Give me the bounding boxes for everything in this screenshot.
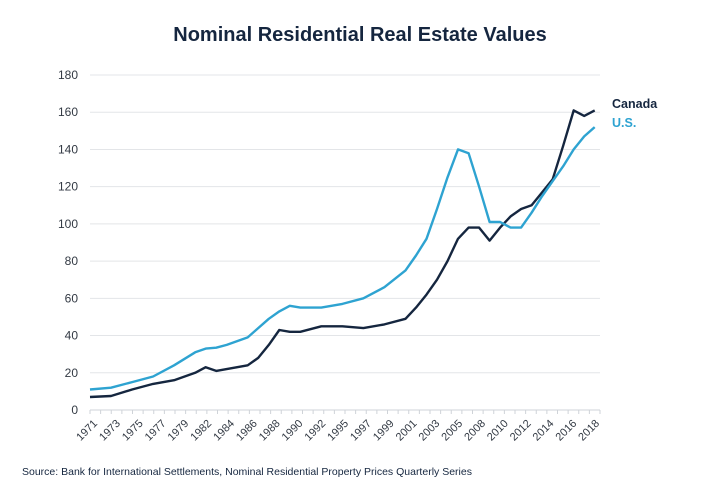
legend-label: Canada — [612, 97, 658, 111]
series-line-us — [89, 126, 596, 391]
x-tick-label: 1971 — [74, 418, 100, 444]
x-axis: 1971197319751977197919821984198619881990… — [74, 410, 602, 443]
x-tick-label: 2014 — [531, 418, 557, 444]
x-tick-label: 2012 — [508, 418, 534, 444]
legend-label: U.S. — [612, 116, 636, 130]
x-tick-label: 1986 — [234, 418, 260, 444]
x-tick-label: 1990 — [280, 418, 306, 444]
series-lines — [89, 109, 596, 399]
x-tick-label: 2001 — [394, 418, 420, 444]
y-tick-label: 20 — [65, 366, 79, 380]
y-tick-label: 160 — [58, 105, 78, 119]
x-tick-label: 1988 — [257, 418, 283, 444]
x-tick-label: 2018 — [576, 418, 602, 444]
x-tick-label: 1977 — [143, 418, 169, 444]
x-tick-label: 2008 — [462, 418, 488, 444]
x-tick-label: 1992 — [303, 418, 329, 444]
y-tick-label: 100 — [58, 217, 78, 231]
gridlines — [90, 74, 600, 411]
x-tick-label: 1982 — [188, 418, 214, 444]
x-tick-label: 1975 — [120, 418, 146, 444]
chart-title: Nominal Residential Real Estate Values — [173, 24, 547, 46]
x-tick-label: 1984 — [211, 418, 237, 444]
x-tick-label: 1979 — [166, 418, 192, 444]
x-tick-label: 1997 — [348, 418, 374, 444]
x-tick-label: 2005 — [439, 418, 465, 444]
x-tick-label: 2003 — [417, 418, 443, 444]
source-note: Source: Bank for International Settlemen… — [22, 466, 472, 478]
series-line-canada — [89, 109, 596, 399]
y-tick-label: 80 — [65, 254, 79, 268]
y-tick-label: 140 — [58, 142, 78, 156]
legend: Canada U.S. — [612, 97, 658, 130]
y-tick-label: 180 — [58, 68, 78, 82]
y-tick-label: 60 — [65, 291, 79, 305]
x-tick-label: 2010 — [485, 418, 511, 444]
y-tick-label: 40 — [65, 329, 79, 343]
x-tick-label: 1973 — [97, 418, 123, 444]
y-tick-label: 0 — [71, 403, 78, 417]
x-tick-label: 1995 — [325, 418, 351, 444]
x-tick-label: 2016 — [554, 418, 580, 444]
x-tick-label: 1999 — [371, 418, 397, 444]
y-tick-label: 120 — [58, 180, 78, 194]
y-axis-ticks: 0 20 40 60 80 100 120 140 160 180 — [58, 68, 78, 417]
